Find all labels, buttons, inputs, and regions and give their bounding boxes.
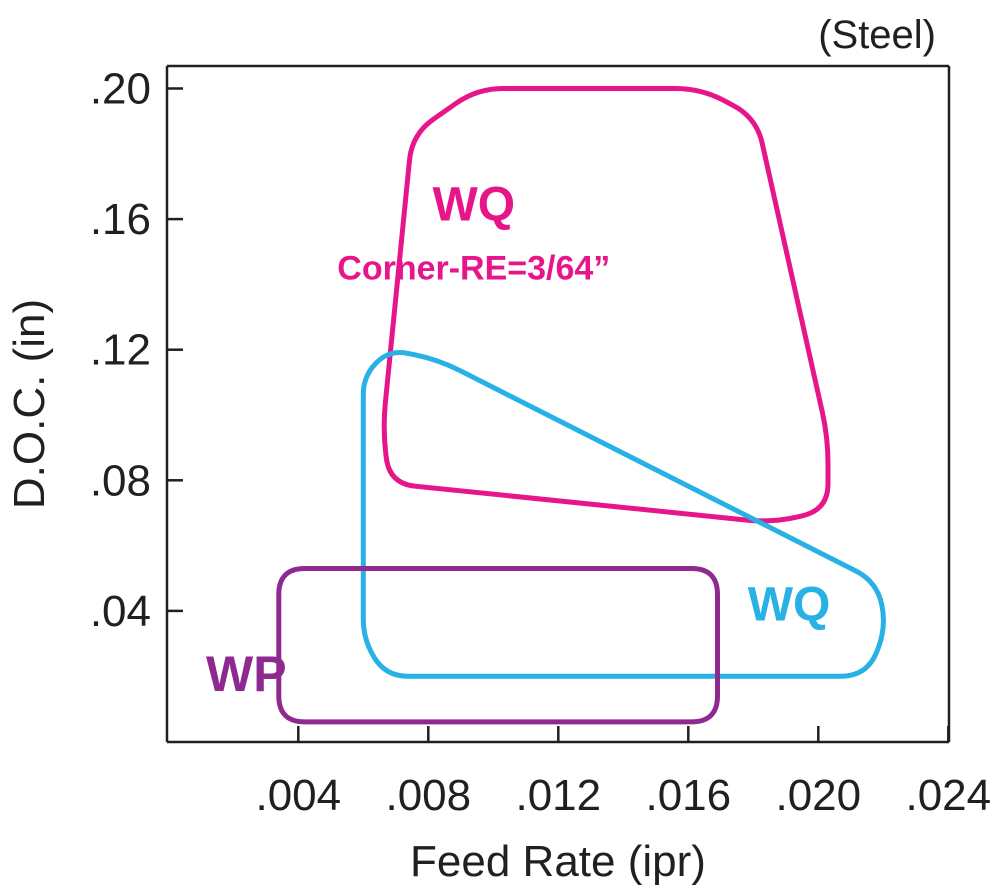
x-axis-title: Feed Rate (ipr)	[410, 837, 706, 886]
region-wq-0	[381, 86, 831, 524]
y-tick-label-3: .16	[90, 195, 151, 244]
x-tick-label-2: .012	[515, 771, 601, 820]
x-tick-label-5: .024	[905, 771, 991, 820]
y-tick-label-4: .20	[90, 65, 151, 114]
y-tick-label-1: .08	[90, 456, 151, 505]
regions: WQ Corner-RE=3/64” WQ WP	[206, 86, 886, 725]
region-label-2: WP	[206, 646, 287, 702]
region-label-1: WQ	[748, 579, 831, 632]
y-tick-label-0: .04	[90, 587, 151, 636]
x-ticks: .004 .008 .012 .016 .020 .024	[255, 726, 991, 820]
x-tick-label-3: .016	[645, 771, 731, 820]
region-label-0: WQ	[432, 179, 515, 232]
y-axis-title: D.O.C. (in)	[5, 299, 54, 509]
x-tick-label-4: .020	[775, 771, 861, 820]
x-tick-label-0: .004	[255, 771, 341, 820]
region-wq-1	[360, 350, 886, 679]
region-wp-2	[276, 566, 720, 725]
y-tick-label-2: .12	[90, 326, 151, 375]
region-sublabel-0: Corner-RE=3/64”	[337, 250, 610, 288]
y-ticks: .04 .08 .12 .16 .20	[90, 65, 183, 636]
chart-note: (Steel)	[818, 13, 936, 57]
x-tick-label-1: .008	[385, 771, 471, 820]
